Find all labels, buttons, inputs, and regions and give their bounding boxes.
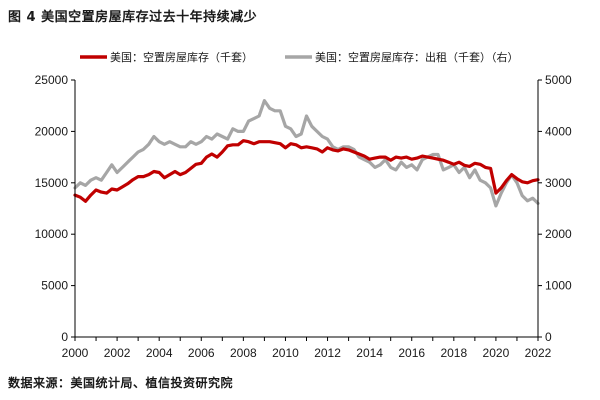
x-tick-label: 2000 [62,346,89,360]
legend-label-vacant-total: 美国：空置房屋库存（千套） [110,50,253,64]
figure-title: 图 4 美国空置房屋库存过去十年持续减少 [8,10,258,25]
x-tick-label: 2002 [104,346,131,360]
y-right-tick-label: 4000 [545,124,572,138]
series-line-vacant-total [73,139,540,203]
x-tick-label: 2012 [314,346,341,360]
legend-label-vacant-rental: 美国：空置房屋库存：出租（千套）（右） [315,50,519,64]
x-tick-label: 2010 [272,346,299,360]
x-tick-label: 2014 [356,346,383,360]
y-right-tick-label: 3000 [545,176,572,190]
y-left-tick-label: 25000 [35,73,69,87]
x-tick-label: 2008 [230,346,257,360]
y-left-tick-label: 20000 [35,124,69,138]
x-tick-label: 2016 [398,346,425,360]
y-left-tick-label: 5000 [41,279,68,293]
series-line-vacant-rental [73,98,540,208]
x-tick-label: 2022 [525,346,552,360]
y-left-tick-label: 0 [61,330,68,344]
y-right-tick-label: 5000 [545,73,572,87]
y-right-tick-label: 2000 [545,227,572,241]
y-right-tick-label: 0 [545,330,552,344]
x-tick-label: 2004 [146,346,173,360]
y-left-tick-label: 10000 [35,227,69,241]
source-note: 数据来源：美国统计局、植信投资研究院 [8,376,234,390]
legend: 美国：空置房屋库存（千套） 美国：空置房屋库存：出租（千套）（右） [80,50,519,64]
y-left-tick-label: 15000 [35,176,69,190]
y-right-tick-label: 1000 [545,279,572,293]
x-tick-label: 2006 [188,346,215,360]
axes: 0 5000 10000 15000 20000 25000 0 1000 2000 3000 40… [35,73,572,360]
x-tick-label: 2020 [483,346,510,360]
x-tick-label: 2018 [440,346,467,360]
